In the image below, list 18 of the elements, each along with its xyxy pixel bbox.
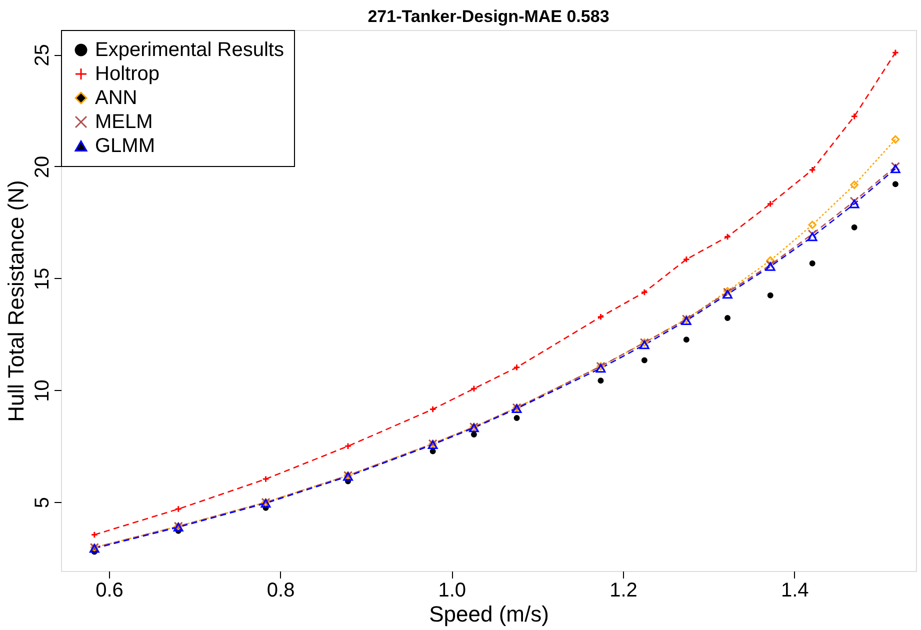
legend-label: GLMM xyxy=(95,135,155,157)
y-tick-label: 10 xyxy=(32,380,54,402)
y-tick-label: 25 xyxy=(32,44,54,66)
x-tick-label: 1.4 xyxy=(780,580,809,602)
x-tick-label: 1.2 xyxy=(610,580,638,602)
x-tick-label: 1.0 xyxy=(438,580,466,602)
x-tick-label: 0.8 xyxy=(266,580,295,602)
chart-title: 271-Tanker-Design-MAE 0.583 xyxy=(368,7,610,26)
x-axis-title: Speed (m/s) xyxy=(429,602,549,626)
legend-label: Holtrop xyxy=(95,63,160,85)
y-axis-title: Hull Total Resistance (N) xyxy=(4,180,28,422)
y-tick-label: 15 xyxy=(32,268,54,290)
y-tick-label: 20 xyxy=(32,156,54,178)
legend-label: MELM xyxy=(95,111,153,133)
y-tick-label: 5 xyxy=(32,497,54,508)
legend-label: ANN xyxy=(95,87,138,109)
x-tick-label: 0.6 xyxy=(96,580,124,602)
legend-label: Experimental Results xyxy=(95,39,284,61)
